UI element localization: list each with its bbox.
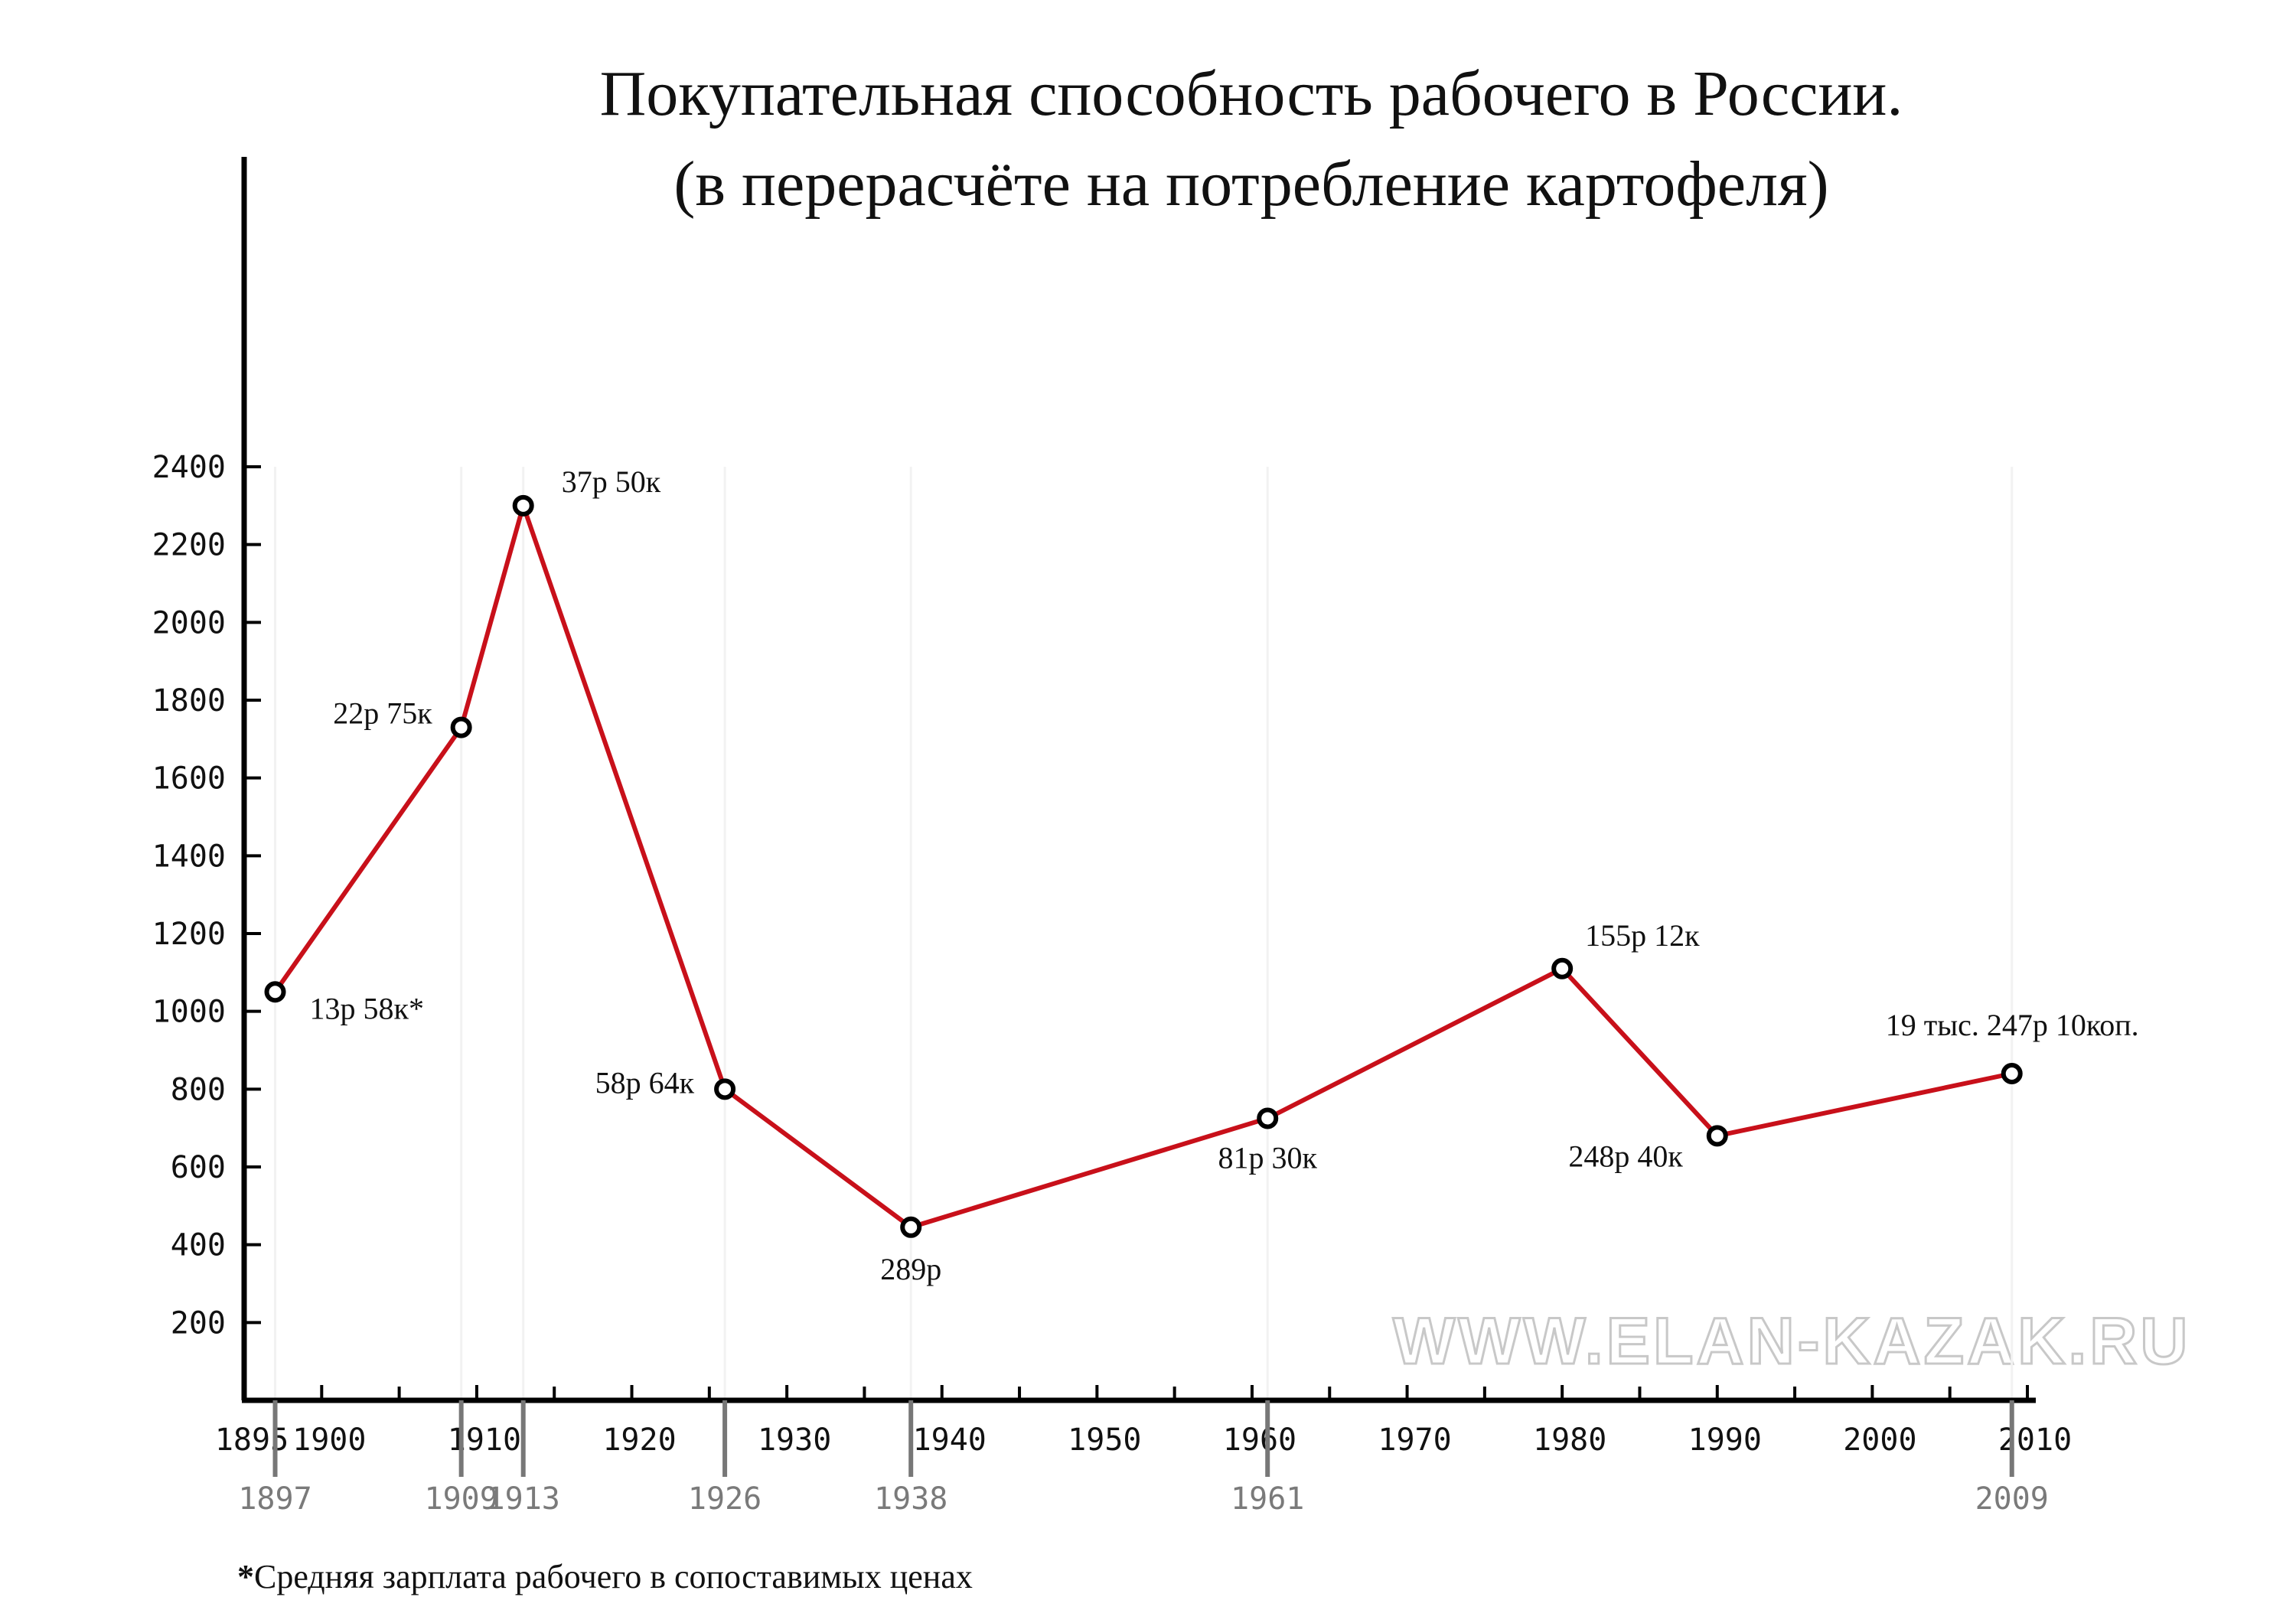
chart-title: Покупательная способность рабочего в Рос…: [600, 58, 1903, 129]
data-point: [264, 981, 286, 1003]
data-point: [714, 1078, 736, 1100]
data-label: 22р 75к: [333, 696, 432, 731]
x-secondary-tick-label: 1961: [1231, 1481, 1304, 1517]
y-tick-label: 400: [171, 1228, 226, 1263]
x-tick-label: 1980: [1533, 1423, 1606, 1458]
y-tick-label: 1800: [152, 683, 226, 719]
x-tick-label: 2000: [1843, 1423, 1916, 1458]
data-point: [2001, 1063, 2023, 1084]
data-label: 58р 64к: [595, 1065, 695, 1100]
series-line: [273, 497, 2013, 1230]
footnote-mark: *: [237, 1558, 254, 1595]
axes: [241, 157, 2036, 1403]
y-tick-label: 1200: [152, 917, 226, 952]
x-secondary-tick-label: 2009: [1975, 1481, 2049, 1517]
x-secondary-tick-label: 1913: [487, 1481, 560, 1517]
data-point: [1257, 1107, 1279, 1129]
footnote-text: Средняя зарплата рабочего в сопоставимых…: [254, 1558, 973, 1595]
y-tick-label: 2400: [152, 450, 226, 485]
vertical-guides: [274, 467, 2014, 1400]
x-secondary-tick-label: 1909: [424, 1481, 497, 1517]
data-label: 81р 30к: [1218, 1140, 1317, 1175]
x-tick-label: 1910: [448, 1423, 521, 1458]
y-tick-label: 800: [171, 1072, 226, 1107]
y-tick-label: 2200: [152, 528, 226, 563]
x-ticks: 1895 1900 1910 1920 1930 1940 1950 1960 1970 1980…: [215, 1385, 2072, 1458]
chart-subtitle: (в перерасчёте на потребление картофеля): [673, 148, 1828, 220]
data-label: 155р 12к: [1585, 918, 1700, 953]
x-tick-label: 2010: [1998, 1423, 2072, 1458]
x-tick-label: 1950: [1068, 1423, 1141, 1458]
x-tick-label: 1900: [292, 1423, 366, 1458]
data-label: 19 тыс. 247р 10коп.: [1886, 1008, 2139, 1042]
y-tick-label: 200: [171, 1305, 226, 1341]
y-tick-label: 1000: [152, 995, 226, 1030]
data-label: 13р 58к*: [310, 991, 424, 1025]
footnote: *Средняя зарплата рабочего в сопоставимы…: [237, 1558, 973, 1595]
data-point: [1706, 1125, 1728, 1147]
y-tick-label: 1600: [152, 761, 226, 797]
data-point: [450, 716, 472, 738]
x-tick-label: 1930: [758, 1423, 831, 1458]
series: [264, 494, 2023, 1238]
x-tick-label: 1920: [602, 1423, 676, 1458]
x-tick-label: 1940: [913, 1423, 987, 1458]
data-label: 289р: [880, 1252, 941, 1286]
data-point: [512, 494, 534, 517]
data-label: 37р 50к: [562, 464, 661, 499]
x-tick-label: 1960: [1223, 1423, 1296, 1458]
data-label: 248р 40к: [1568, 1139, 1683, 1173]
y-tick-label: 600: [171, 1150, 226, 1185]
x-tick-label: 1970: [1378, 1423, 1451, 1458]
x-tick-label: 1895: [215, 1423, 289, 1458]
data-labels: 13р 58к* 22р 75к 37р 50к 58р 64к 289р 81р 30к…: [310, 464, 2139, 1286]
x-tick-label: 1990: [1688, 1423, 1762, 1458]
y-tick-label: 2000: [152, 605, 226, 640]
watermark: WWW.ELAN-KAZAK.RU: [1393, 1305, 2190, 1378]
y-ticks: 200 400 600 800 1000 1200 1400 1600 1800 2000 2200…: [152, 450, 261, 1341]
y-tick-label: 1400: [152, 839, 226, 874]
data-point: [900, 1216, 922, 1238]
x-secondary-tick-label: 1897: [238, 1481, 311, 1517]
x-secondary-tick-label: 1926: [688, 1481, 762, 1517]
x-secondary-tick-label: 1938: [874, 1481, 947, 1517]
data-point: [1551, 957, 1574, 979]
